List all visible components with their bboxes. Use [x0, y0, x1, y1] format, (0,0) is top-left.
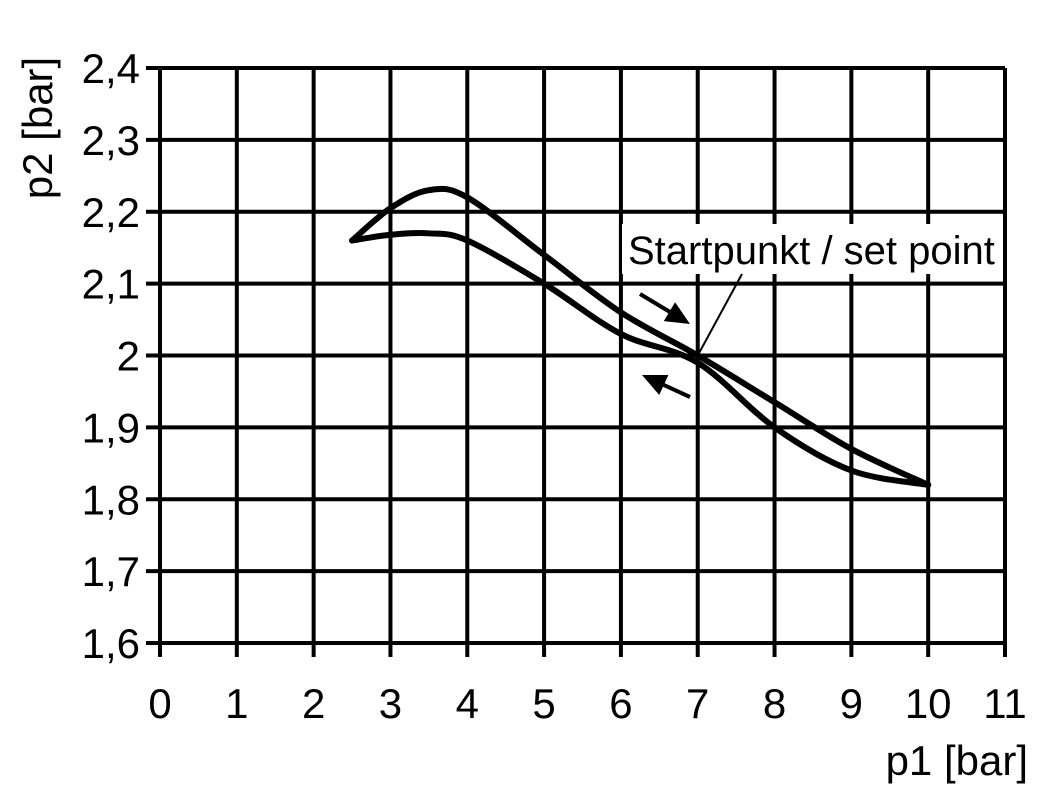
y-tick-label: 2,2 [82, 189, 140, 236]
annotation-leader-line [696, 273, 743, 356]
annotation-background [622, 224, 1000, 274]
arrow-up-left-icon-shaft [657, 380, 691, 399]
arrow-up-left-icon-head [642, 375, 669, 395]
annotation: Startpunkt / set point [622, 224, 1000, 399]
y-tick-label: 2 [117, 333, 140, 380]
y-tick-label: 1,7 [82, 548, 140, 595]
x-tick-label: 10 [905, 680, 952, 727]
x-tick-label: 1 [225, 680, 248, 727]
arrow-down-right-icon-head [663, 302, 690, 324]
y-tick-label: 1,9 [82, 404, 140, 451]
x-tick-label: 6 [609, 680, 632, 727]
series-line-1 [349, 185, 932, 488]
tick-labels: 0 1 2 3 4 5 6 7 8 9 10 11 1,6 1,7 1,8 1,9 2 2,1 2,2 2,3 2,4 [82, 45, 1027, 727]
x-tick-label: 8 [763, 680, 786, 727]
x-tick-label: 11 [983, 680, 1027, 727]
x-tick-label: 9 [840, 680, 863, 727]
x-tick-label: 0 [148, 680, 171, 727]
x-axis-label: p1 [bar] [886, 737, 1028, 784]
y-tick-label: 1,8 [82, 476, 140, 523]
x-tick-label: 5 [532, 680, 555, 727]
arrow-down-right-icon-shaft [638, 292, 674, 316]
grid [146, 66, 1007, 657]
series-lines [349, 185, 932, 488]
y-tick-label: 1,6 [82, 620, 140, 667]
x-tick-label: 4 [456, 680, 479, 727]
annotation-label: Startpunkt / set point [628, 229, 995, 273]
y-axis-label: p2 [bar] [14, 57, 61, 199]
y-tick-label: 2,3 [82, 117, 140, 164]
series-line-2 [349, 229, 932, 488]
x-tick-label: 7 [686, 680, 709, 727]
y-tick-label: 2,4 [82, 45, 140, 92]
x-tick-label: 2 [302, 680, 325, 727]
y-tick-label: 2,1 [82, 261, 140, 308]
x-tick-label: 3 [379, 680, 402, 727]
